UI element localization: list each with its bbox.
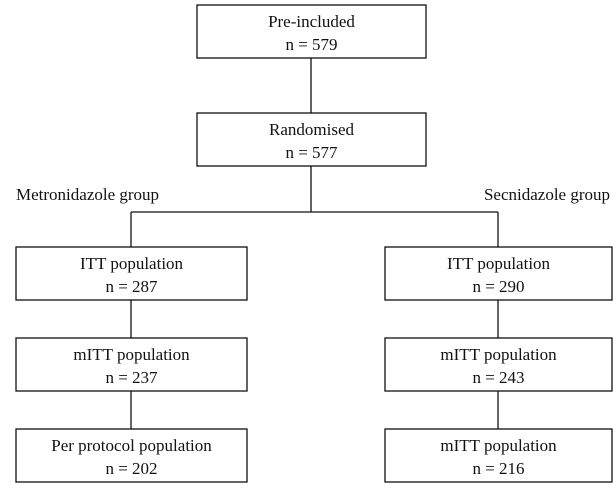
node-count: n = 216 bbox=[472, 459, 524, 478]
node-box bbox=[196, 4, 427, 59]
node-box bbox=[15, 337, 248, 392]
node-box bbox=[196, 112, 427, 167]
node-label: ITT population bbox=[447, 254, 551, 273]
boxes: Pre-included n = 579 Randomised n = 577 ITT … bbox=[15, 4, 613, 483]
group-label: Metronidazole group bbox=[16, 185, 159, 204]
node-label: Per protocol population bbox=[51, 436, 212, 455]
node-box bbox=[384, 428, 613, 483]
node-box bbox=[384, 246, 613, 301]
node-label: mITT population bbox=[440, 436, 557, 455]
group-label: Secnidazole group bbox=[484, 185, 610, 204]
connectors bbox=[130, 57, 499, 429]
node-count: n = 577 bbox=[285, 143, 338, 162]
node-box bbox=[15, 246, 248, 301]
node-count: n = 243 bbox=[472, 368, 524, 387]
node-count: n = 287 bbox=[105, 277, 158, 296]
node-label: mITT population bbox=[440, 345, 557, 364]
node-count: n = 579 bbox=[285, 35, 337, 54]
node-label: Randomised bbox=[269, 120, 354, 139]
node-label: ITT population bbox=[80, 254, 184, 273]
node-box bbox=[384, 337, 613, 392]
node-count: n = 290 bbox=[472, 277, 524, 296]
node-count: n = 202 bbox=[105, 459, 157, 478]
node-label: Pre-included bbox=[268, 12, 355, 31]
node-box bbox=[15, 428, 248, 483]
node-label: mITT population bbox=[73, 345, 190, 364]
node-count: n = 237 bbox=[105, 368, 158, 387]
